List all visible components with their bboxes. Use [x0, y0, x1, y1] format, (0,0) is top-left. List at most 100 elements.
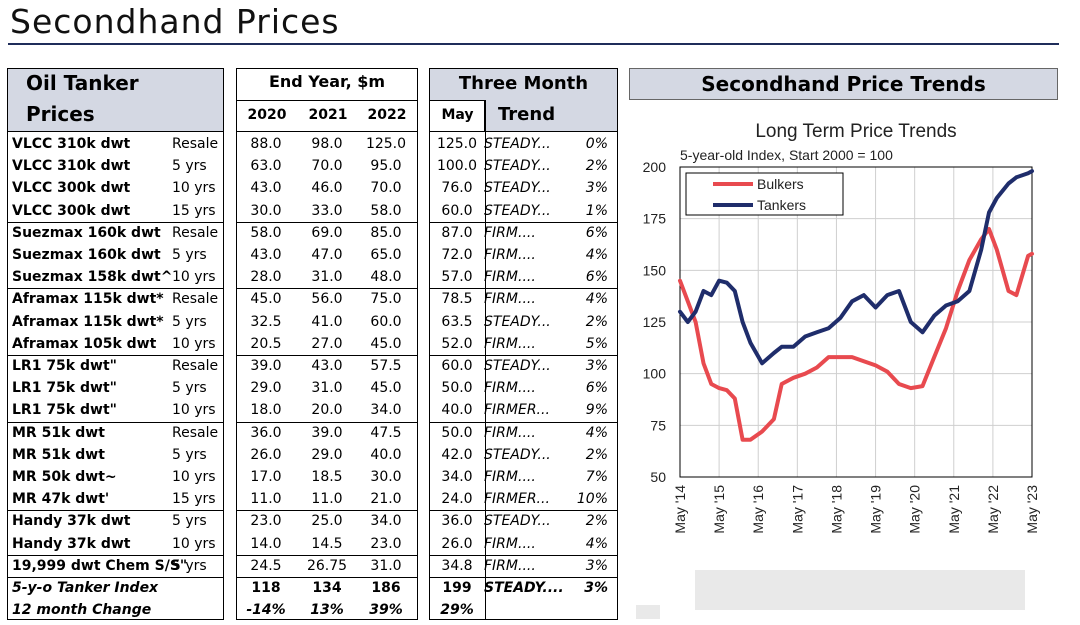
table-row-values: 43.0 47.0 65.0 [237, 244, 417, 266]
row-name: 19,999 dwt Chem S/S" [12, 557, 188, 574]
row-name: Suezmax 160k dwt [12, 247, 161, 263]
x-tick-label: May '16 [750, 485, 766, 534]
trend-pct: 4% [585, 424, 608, 441]
value-y2021: 14.5 [311, 535, 343, 552]
table-row-values: 11.0 11.0 21.0 [237, 488, 417, 510]
y-tick-label: 200 [643, 159, 667, 175]
trend-label: FIRMER... [484, 491, 550, 508]
value-y2020: 23.0 [250, 513, 282, 530]
value-y2020: 63.0 [250, 158, 282, 175]
trend-pct: 3% [585, 557, 608, 574]
value-y2020: 14.0 [250, 535, 282, 552]
value-y2021: 29.0 [311, 446, 343, 463]
value-may: 199 [442, 580, 472, 596]
row-age: 10 yrs [172, 402, 216, 419]
row-age: Resale [172, 424, 219, 441]
value-y2022: 39% [369, 602, 403, 619]
value-may: 87.0 [441, 224, 473, 241]
group-rule [236, 577, 418, 578]
table-row-trend: 34.0 FIRM.... 7% [430, 466, 617, 488]
y-tick-label: 100 [643, 366, 667, 382]
value-y2022: 58.0 [370, 202, 402, 219]
trend-pct: 2% [585, 446, 608, 463]
year-2022: 2022 [367, 107, 407, 123]
table-row-trend: 34.8 FIRM.... 3% [430, 555, 617, 577]
row-name: Aframax 115k dwt* [12, 313, 164, 330]
value-y2020: 36.0 [250, 424, 282, 441]
value-y2020: 43.0 [250, 180, 282, 197]
group-rule [7, 222, 224, 223]
trend-label: FIRM.... [484, 535, 536, 552]
x-tick-label: May '21 [946, 485, 962, 534]
value-y2021: 31.0 [311, 269, 343, 286]
table-row-values: 17.0 18.5 30.0 [237, 466, 417, 488]
row-age: 5 yrs [172, 380, 207, 397]
row-name: Handy 37k dwt [12, 535, 131, 552]
value-y2021: 134 [312, 580, 342, 596]
header-prices: Prices [26, 102, 95, 126]
value-y2021: 13% [310, 602, 344, 619]
trend-pct: 9% [585, 402, 608, 419]
table-row-values: 26.0 29.0 40.0 [237, 444, 417, 466]
value-y2022: 57.5 [370, 358, 402, 374]
trend-label: STEADY.... [484, 580, 564, 596]
value-may: 60.0 [441, 202, 473, 219]
trend-label: FIRM.... [484, 424, 536, 441]
value-may: 78.5 [441, 291, 473, 308]
group-rule [429, 577, 618, 578]
trend-label: FIRMER... [484, 402, 550, 419]
trend-label: STEADY... [484, 446, 551, 463]
value-y2020: 58.0 [250, 224, 282, 241]
row-name: Aframax 115k dwt* [12, 291, 164, 308]
y-tick-label: 125 [643, 314, 667, 330]
group-rule [236, 288, 418, 289]
trend-label: STEADY... [484, 358, 551, 374]
series-line-tankers [678, 169, 1034, 366]
value-may: 100.0 [436, 158, 478, 175]
group-rule [429, 355, 618, 356]
value-y2022: 21.0 [370, 491, 402, 508]
blurred-caption [695, 570, 1025, 610]
value-y2021: 25.0 [311, 513, 343, 530]
row-name: 12 month Change [12, 602, 152, 619]
row-age: Resale [172, 358, 219, 374]
table-row: Suezmax 160k dwt 5 yrs [8, 244, 223, 266]
row-age: 10 yrs [172, 180, 216, 197]
row-name: Aframax 105k dwt [12, 335, 157, 352]
trend-header: Trend [498, 104, 556, 125]
row-age: 15 yrs [172, 202, 216, 219]
value-y2021: 20.0 [311, 402, 343, 419]
trend-pct: 3% [585, 358, 608, 374]
table-row-values: 45.0 56.0 75.0 [237, 288, 417, 310]
value-may: 26.0 [441, 535, 473, 552]
trend-pct: 4% [585, 247, 608, 263]
table-row: Handy 37k dwt 5 yrs [8, 510, 223, 532]
trend-pct: 1% [585, 202, 608, 219]
value-y2022: 40.0 [370, 446, 402, 463]
value-y2020: 39.0 [250, 358, 282, 374]
value-y2022: 60.0 [370, 313, 402, 330]
x-tick-label: May '14 [672, 485, 688, 534]
trend-pct: 7% [585, 469, 608, 485]
value-y2021: 46.0 [311, 180, 343, 197]
header-oil-tanker: Oil Tanker [26, 71, 139, 95]
legend-label-bulkers: Bulkers [757, 176, 804, 192]
table-row: Suezmax 158k dwt^ 10 yrs [8, 266, 223, 288]
table-row: Aframax 115k dwt* Resale [8, 288, 223, 310]
row-name: VLCC 300k dwt [12, 202, 131, 219]
table-row: LR1 75k dwt" Resale [8, 355, 223, 377]
value-y2020: 20.5 [250, 335, 282, 352]
header-rule-left [7, 131, 224, 132]
table-row: Aframax 115k dwt* 5 yrs [8, 311, 223, 333]
group-rule [7, 577, 224, 578]
value-y2020: -14% [246, 602, 286, 619]
row-age: Resale [172, 224, 219, 241]
table-row: LR1 75k dwt" 10 yrs [8, 399, 223, 421]
value-may: 29% [440, 602, 474, 619]
legend-label-tankers: Tankers [757, 197, 806, 213]
table-row-trend: 36.0 STEADY... 2% [430, 510, 617, 532]
table-row-values: 30.0 33.0 58.0 [237, 200, 417, 222]
table-row: Handy 37k dwt 10 yrs [8, 533, 223, 555]
row-name: LR1 75k dwt" [12, 358, 117, 374]
group-rule [236, 422, 418, 423]
